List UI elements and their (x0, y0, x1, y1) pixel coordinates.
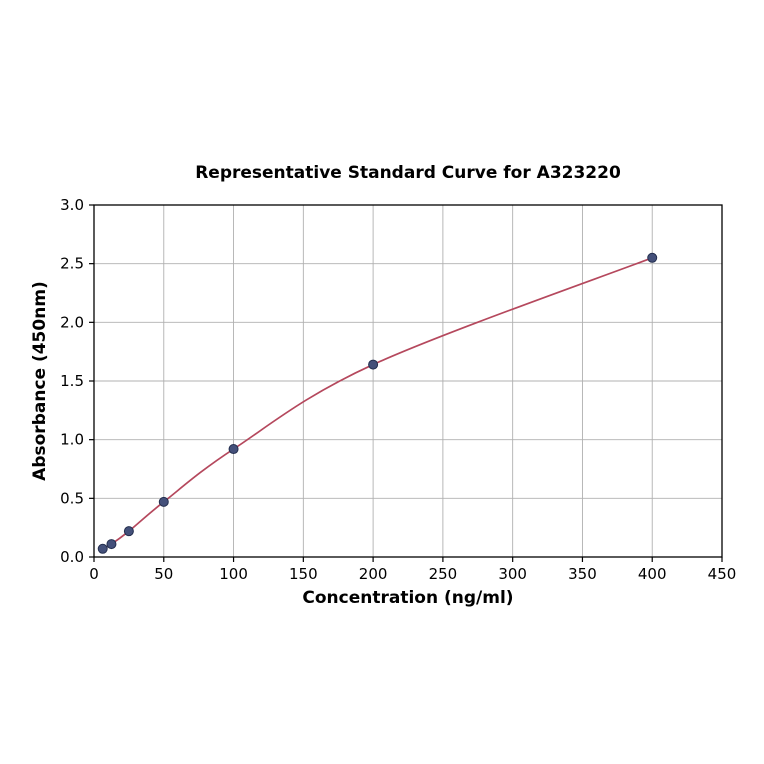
data-point-marker (158, 496, 169, 507)
standard-curve-line (102, 257, 653, 550)
x-tick-label: 50 (154, 565, 173, 583)
x-tick-label: 100 (219, 565, 248, 583)
data-point-marker (368, 359, 379, 370)
data-point-marker (647, 252, 658, 263)
x-tick-label: 350 (568, 565, 597, 583)
x-tick-label: 0 (89, 565, 99, 583)
y-tick-label: 1.5 (60, 372, 84, 390)
data-point-marker (123, 526, 134, 537)
x-tick-label: 200 (359, 565, 388, 583)
y-axis-label: Absorbance (450nm) (30, 281, 50, 481)
y-tick-label: 2.0 (60, 313, 84, 331)
y-tick-label: 0.5 (60, 489, 84, 507)
data-point-marker (97, 543, 108, 554)
x-tick-label: 450 (708, 565, 737, 583)
data-point-marker (228, 444, 239, 455)
x-tick-label: 250 (429, 565, 458, 583)
y-tick-label: 3.0 (60, 196, 84, 214)
x-axis-label: Concentration (ng/ml) (302, 588, 514, 608)
data-point-marker (106, 539, 117, 550)
y-tick-label: 1.0 (60, 431, 84, 449)
y-tick-label: 0.0 (60, 548, 84, 566)
chart-title: Representative Standard Curve for A32322… (195, 163, 621, 183)
x-tick-label: 150 (289, 565, 318, 583)
plot-border (93, 204, 723, 558)
x-tick-label: 400 (638, 565, 667, 583)
y-tick-label: 2.5 (60, 255, 84, 273)
x-tick-label: 300 (498, 565, 527, 583)
